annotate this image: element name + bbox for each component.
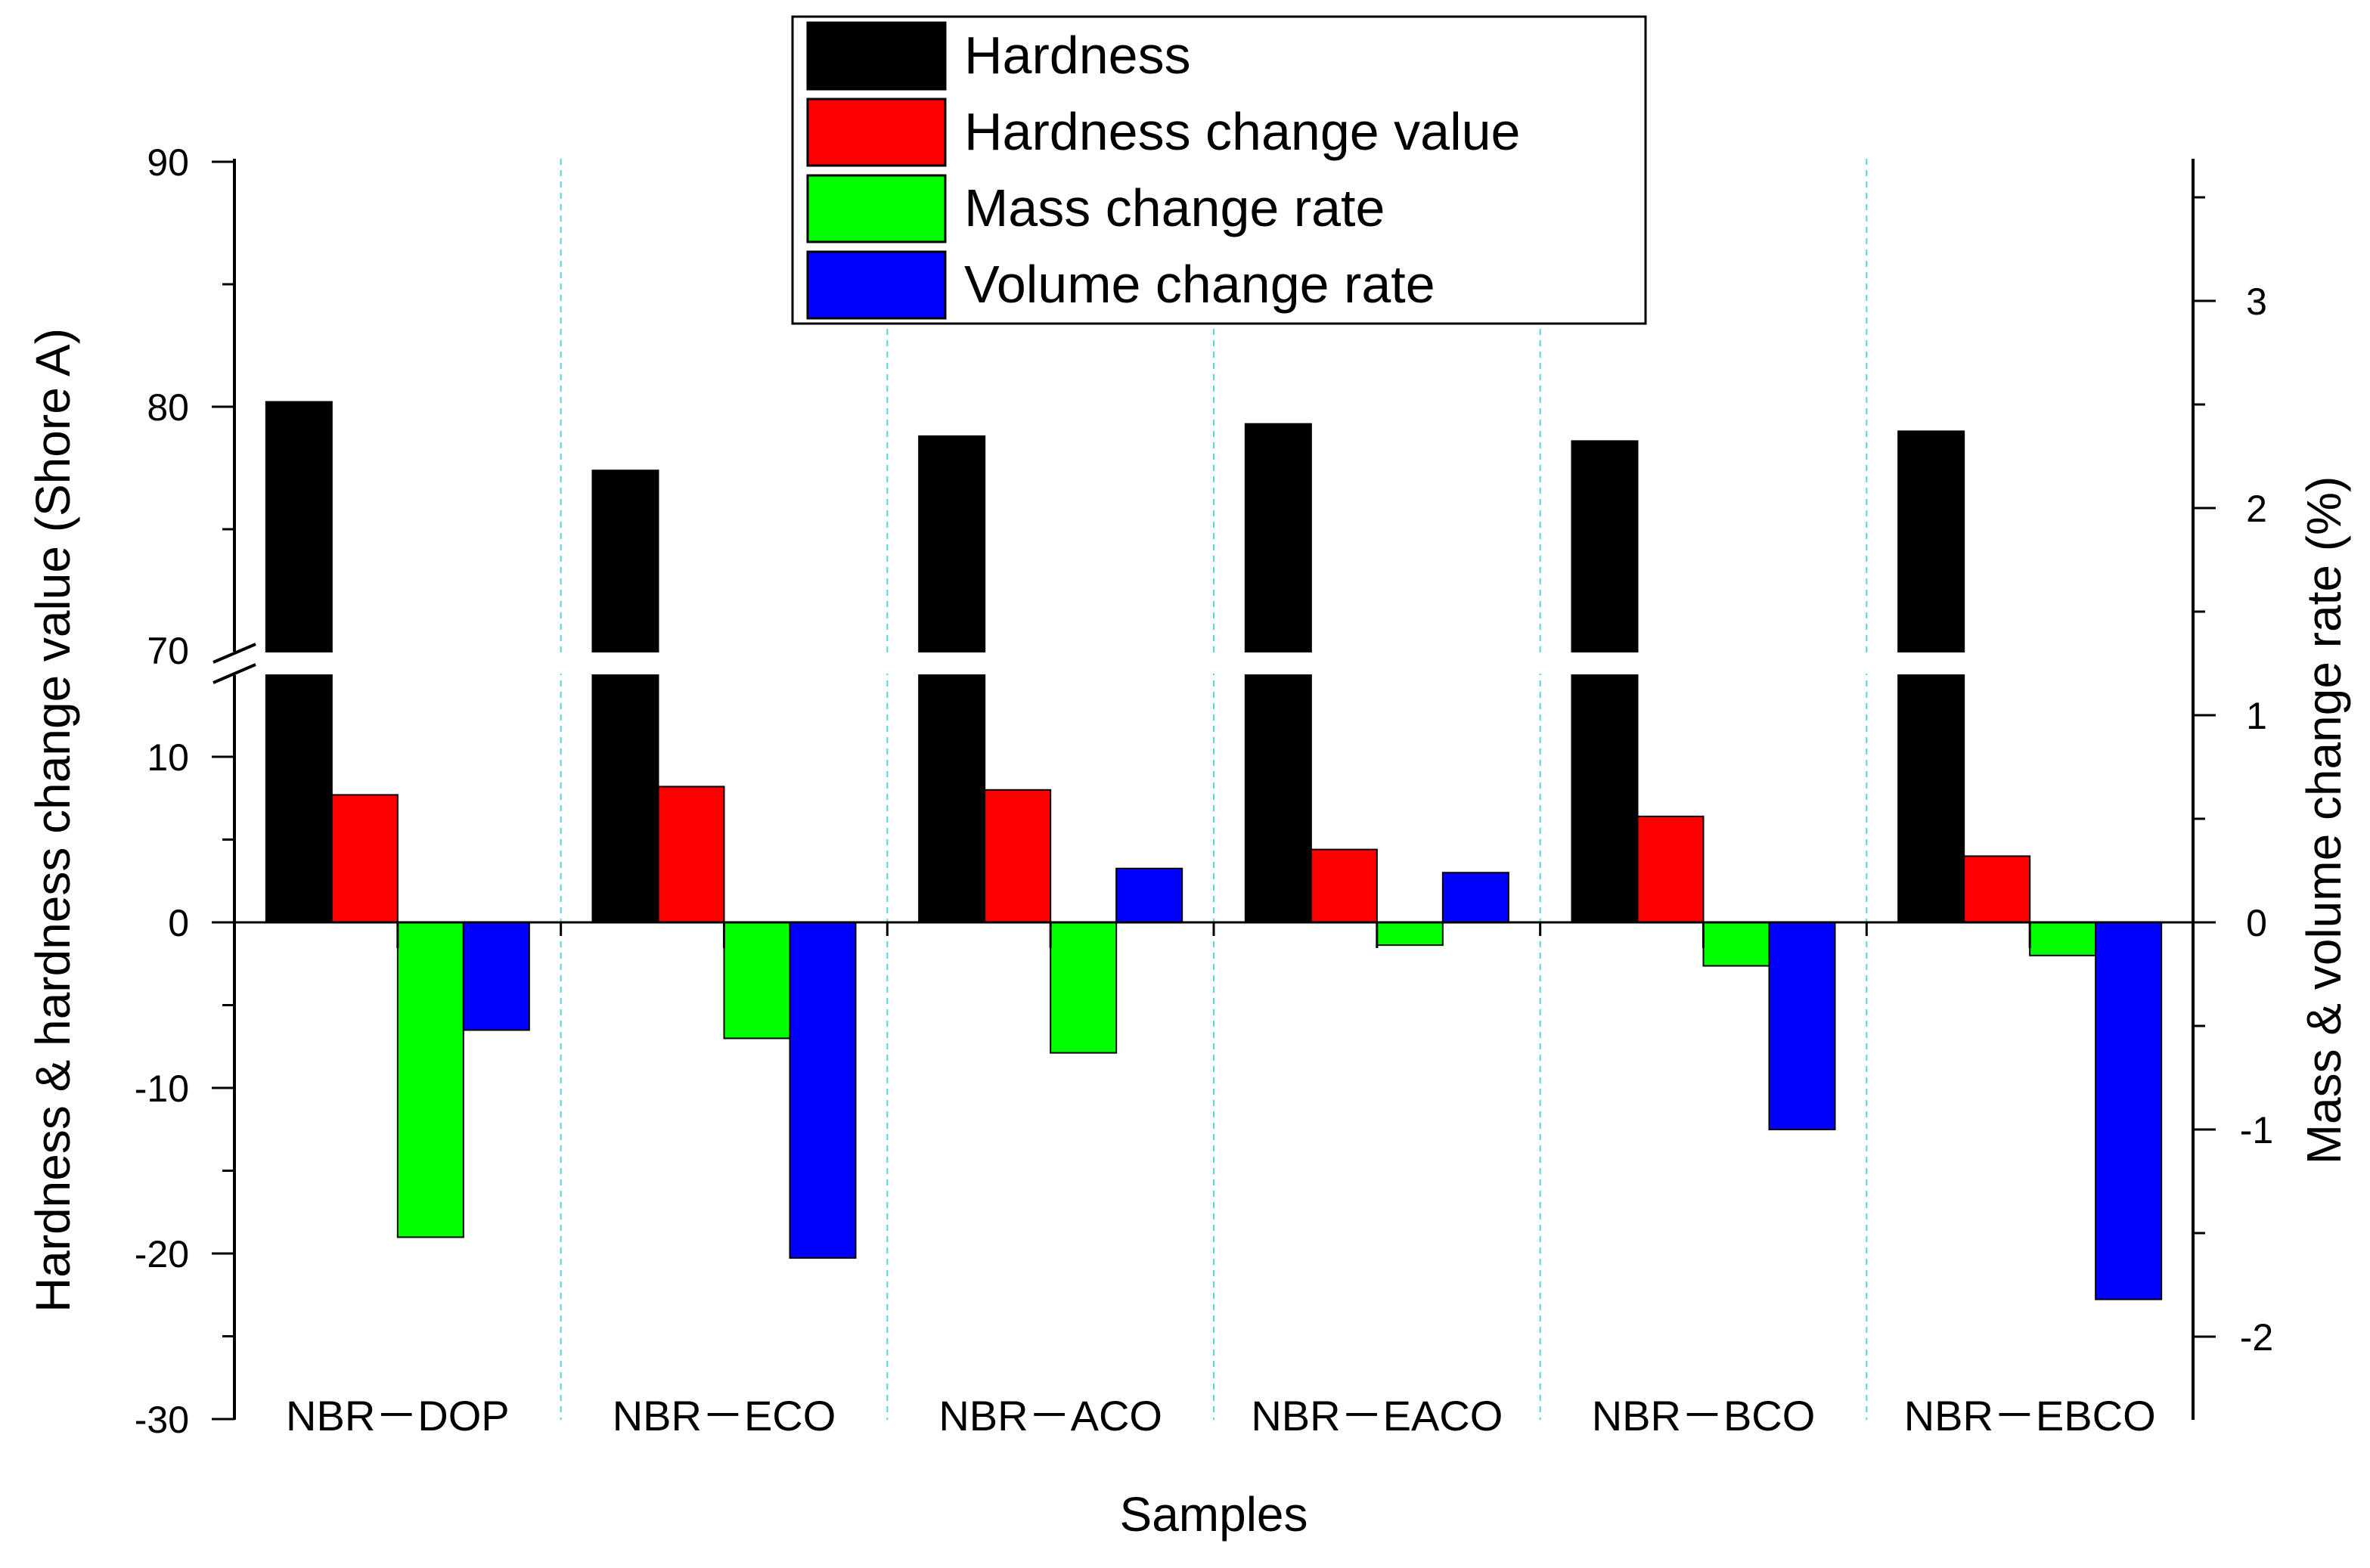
volume-change-bar <box>2095 922 2163 1300</box>
left-tick-label: 70 <box>147 630 189 672</box>
mass-change-bar <box>723 922 791 1040</box>
mass-change-bar <box>1376 922 1444 947</box>
hardness-change-bar <box>657 786 725 924</box>
y-axis-title-left: Hardness & hardness change value (Shore … <box>26 328 80 1312</box>
category-label: NBR－BCO <box>1592 1392 1816 1439</box>
hardness-change-bar <box>330 794 399 923</box>
right-tick-label: 0 <box>2246 902 2267 944</box>
hardness-bar-lower <box>1897 674 1965 923</box>
volume-change-bar <box>1115 867 1183 924</box>
x-axis-title: Samples <box>1120 1487 1308 1542</box>
legend-swatch <box>806 98 947 167</box>
y-axis-title-right: Mass & volume change rate (%) <box>2297 476 2351 1165</box>
left-tick-label: -10 <box>135 1068 189 1110</box>
hardness-bar-lower <box>1571 674 1639 923</box>
hardness-bar-lower <box>591 674 659 923</box>
axes <box>212 159 2195 1420</box>
mass-change-bar <box>1702 922 1770 967</box>
axis-break-mark <box>212 643 256 664</box>
category-label: NBR－EACO <box>1251 1392 1503 1439</box>
hardness-bar-upper <box>918 435 986 652</box>
legend-swatch <box>806 174 947 243</box>
legend-label: Hardness <box>964 26 1191 85</box>
legend: Hardness Hardness change value Mass change… <box>791 15 1647 325</box>
mass-change-bar <box>1050 922 1118 1054</box>
left-tick-label: -20 <box>135 1233 189 1275</box>
right-tick-label: -2 <box>2240 1316 2273 1359</box>
category-label: NBR－ACO <box>938 1392 1162 1439</box>
right-tick-label: 1 <box>2246 695 2267 737</box>
left-tick-label: 10 <box>147 736 189 779</box>
category-separators <box>560 159 1868 1420</box>
left-tick-label: 0 <box>168 902 189 944</box>
hardness-bar-upper <box>1897 430 1965 653</box>
axis-break-mark <box>212 663 256 684</box>
hardness-bar-upper <box>591 469 659 652</box>
hardness-change-bar <box>1310 848 1378 924</box>
legend-label: Hardness change value <box>964 102 1520 161</box>
mass-change-bar <box>396 922 464 1238</box>
left-tick-label: 80 <box>147 386 189 429</box>
legend-swatch <box>806 21 947 91</box>
legend-label: Mass change rate <box>964 178 1385 237</box>
volume-change-bar <box>1441 872 1509 923</box>
category-label: NBR－ECO <box>613 1392 836 1439</box>
bars <box>233 401 2195 1300</box>
hardness-bar-lower <box>918 674 986 923</box>
category-label: NBR－EBCO <box>1904 1392 2156 1439</box>
left-tick-label: -30 <box>135 1399 189 1441</box>
hardness-bar-upper <box>1244 423 1312 652</box>
mass-change-bar <box>2029 922 2097 956</box>
hardness-change-bar <box>1636 815 1705 923</box>
volume-change-bar <box>462 922 530 1031</box>
axis-break-gap <box>233 653 2195 674</box>
right-tick-label: 2 <box>2246 488 2267 530</box>
hardness-change-bar <box>1963 855 2031 924</box>
category-labels: NBR－DOP NBR－ECO NBR－ACO NBR－EACO NBR－BCO NBR－… <box>286 1392 2156 1439</box>
hardness-bar-upper <box>265 401 333 653</box>
hardness-bar-lower <box>1244 674 1312 923</box>
right-tick-label: 3 <box>2246 280 2267 323</box>
legend-swatch <box>806 250 947 320</box>
left-tick-label: 90 <box>147 141 189 184</box>
right-tick-label: -1 <box>2240 1109 2273 1151</box>
legend-label: Volume change rate <box>964 255 1435 314</box>
hardness-change-bar <box>984 789 1052 924</box>
hardness-bar-upper <box>1571 440 1639 652</box>
hardness-bar-lower <box>265 674 333 923</box>
volume-change-bar <box>789 922 857 1259</box>
volume-change-bar <box>1768 922 1836 1130</box>
category-label: NBR－DOP <box>286 1392 510 1439</box>
